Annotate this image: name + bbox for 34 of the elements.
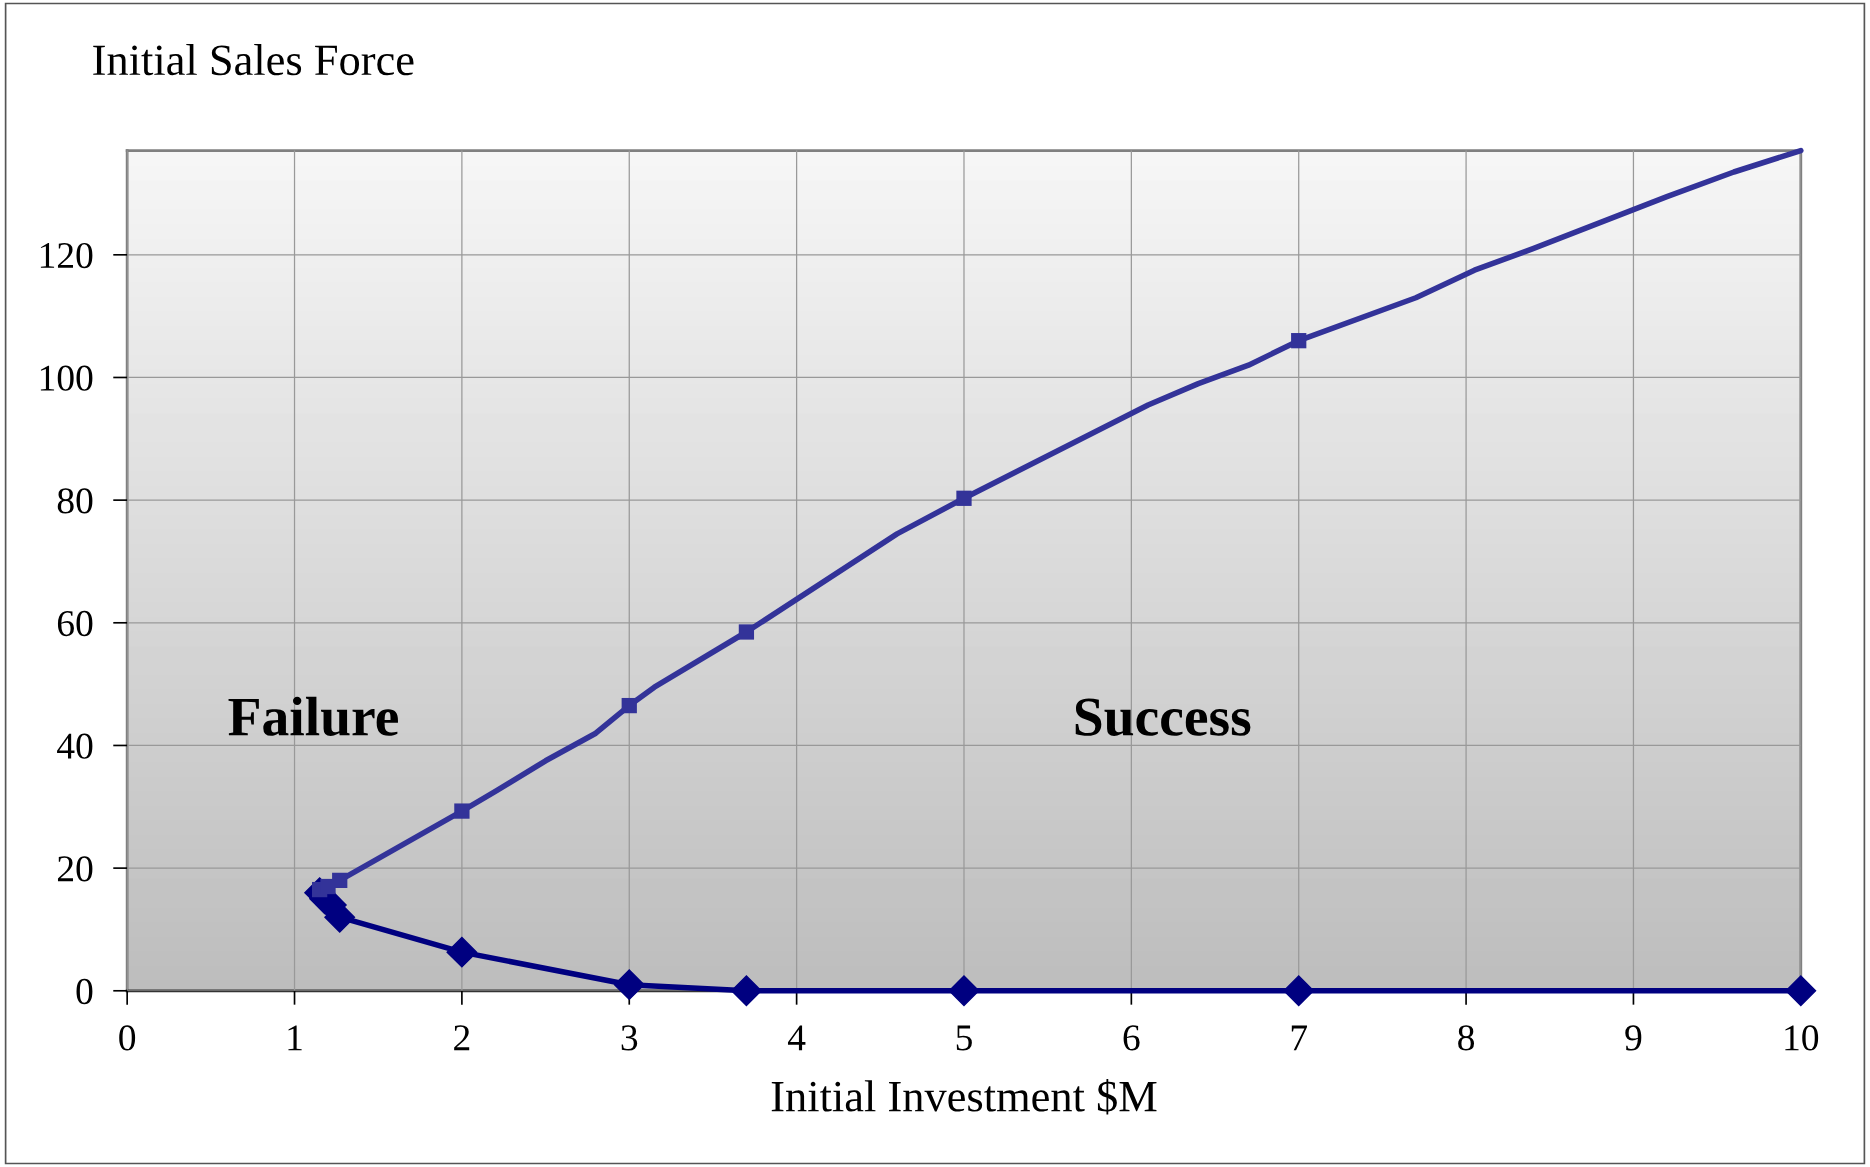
y-tick-label: 100: [40, 365, 93, 391]
x-tick-label: 10: [1785, 1025, 1819, 1051]
point: [730, 975, 762, 1007]
y-tick-label: 40: [57, 733, 93, 759]
y-tick-label: 80: [57, 488, 93, 514]
point: [621, 697, 637, 714]
x-tick-label: 3: [621, 1025, 638, 1051]
x-axis-title: Initial Investment $M: [771, 1079, 1157, 1115]
y-tick-label: 120: [40, 242, 93, 269]
y-tick-label: 20: [57, 856, 93, 882]
point: [446, 936, 478, 968]
y-tick-label: 60: [57, 610, 93, 637]
point: [948, 975, 980, 1007]
point: [1283, 975, 1315, 1007]
annotation: Success: [1075, 698, 1251, 736]
point: [613, 969, 645, 1001]
point: [738, 624, 755, 640]
annotation: Failure: [228, 696, 398, 736]
y-tick-label: 0: [76, 978, 93, 1005]
point: [454, 803, 470, 819]
y-axis-title: Initial Sales Force: [93, 44, 414, 76]
point: [956, 490, 972, 506]
point: [332, 872, 348, 889]
x-tick-label: 9: [1625, 1025, 1642, 1051]
point: [1785, 975, 1817, 1007]
x-tick-label: 1: [288, 1025, 302, 1051]
x-tick-label: 8: [1458, 1025, 1475, 1051]
x-tick-label: 6: [1123, 1025, 1140, 1051]
x-tick-label: 5: [956, 1025, 972, 1051]
x-tick-label: 2: [454, 1025, 470, 1051]
x-tick-label: 7: [1291, 1025, 1308, 1051]
x-tick-label: 4: [787, 1025, 806, 1051]
point: [1291, 333, 1307, 349]
x-tick-label: 0: [119, 1025, 136, 1051]
